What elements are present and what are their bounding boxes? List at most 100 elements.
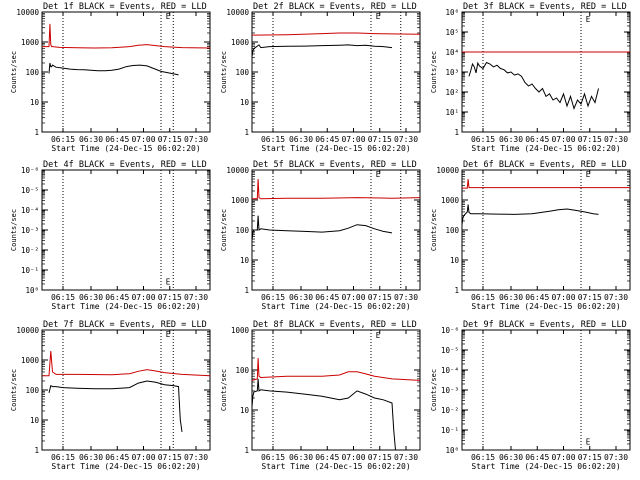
y-tick-label: 1000 — [441, 196, 460, 205]
y-axis-label: Counts/sec — [430, 209, 438, 251]
plot-frame — [41, 11, 211, 133]
x-tick-label: 06:30 — [289, 135, 313, 144]
panel-title: Det 7f BLACK = Events, RED = LLD — [43, 320, 207, 330]
x-tick-label: 06:45 — [525, 293, 549, 302]
y-tick-label: 1000 — [21, 38, 40, 47]
y-tick-label: 10 — [240, 98, 250, 107]
y-tick-label: 10⁰ — [25, 286, 39, 295]
x-tick-label: 07:30 — [604, 293, 628, 302]
x-tick-label: 07:30 — [394, 135, 418, 144]
e-marker: E — [166, 277, 171, 286]
x-tick-label: 06:45 — [525, 135, 549, 144]
x-tick-label: 06:15 — [51, 135, 75, 144]
x-tick-label: 07:00 — [131, 293, 155, 302]
y-tick-label: 100 — [25, 68, 39, 77]
detector-panel-7: Det 7f BLACK = Events, RED = LLD Counts/s… — [10, 320, 211, 471]
x-tick-label: 07:15 — [158, 453, 182, 462]
e-marker: E — [586, 15, 591, 24]
plot-frame — [41, 169, 211, 291]
x-axis-label: Start Time (24-Dec-15 06:02:20) — [261, 144, 410, 153]
x-tick-label: 06:15 — [51, 293, 75, 302]
series-line-events — [461, 204, 599, 225]
x-tick-label: 07:15 — [578, 135, 602, 144]
e-marker: E — [376, 331, 381, 340]
x-tick-label: 07:15 — [368, 293, 392, 302]
y-tick-label: 100 — [445, 226, 459, 235]
series-line-events — [48, 62, 179, 76]
x-axis-label: Start Time (24-Dec-15 06:02:20) — [51, 462, 200, 471]
y-axis-label: Counts/sec — [220, 51, 228, 93]
detector-panel-4: Det 4f BLACK = Events, RED = LLD Counts/s… — [10, 160, 211, 311]
series-line-events — [251, 378, 396, 451]
x-tick-label: 06:45 — [105, 293, 129, 302]
series-line-lld — [42, 23, 211, 49]
panel-title: Det 5f BLACK = Events, RED = LLD — [253, 160, 417, 170]
plot-frame — [461, 11, 631, 133]
y-tick-label: 1 — [244, 286, 249, 295]
y-tick-label: 1000 — [231, 38, 250, 47]
y-axis-label: Counts/sec — [220, 209, 228, 251]
y-tick-label: 10⁻² — [21, 246, 39, 255]
y-tick-label: 10¹ — [445, 108, 459, 117]
series-line-lld — [251, 357, 421, 381]
y-tick-label: 10000 — [16, 8, 39, 17]
y-tick-label: 10 — [450, 256, 460, 265]
x-tick-label: 07:00 — [341, 293, 365, 302]
plot-frame — [251, 11, 421, 133]
y-tick-label: 10² — [445, 88, 459, 97]
series-line-events — [468, 61, 599, 111]
detector-panel-9: Det 9f BLACK = Events, RED = LLD Counts/s… — [430, 320, 631, 471]
y-axis-label: Counts/sec — [430, 369, 438, 411]
y-tick-label: 10000 — [226, 166, 249, 175]
panel-title: Det 6f BLACK = Events, RED = LLD — [463, 160, 627, 170]
y-tick-label: 10⁻² — [441, 406, 459, 415]
y-tick-label: 1000 — [231, 196, 250, 205]
x-tick-label: 06:45 — [105, 135, 129, 144]
x-axis-label: Start Time (24-Dec-15 06:02:20) — [471, 462, 620, 471]
x-tick-label: 07:00 — [341, 135, 365, 144]
x-tick-label: 06:45 — [315, 135, 339, 144]
y-tick-label: 1 — [34, 446, 39, 455]
detector-panel-3: Det 3f BLACK = Events, RED = LLD Counts/s… — [430, 2, 631, 153]
x-tick-label: 07:15 — [368, 135, 392, 144]
x-tick-label: 07:15 — [368, 453, 392, 462]
x-tick-label: 07:30 — [394, 293, 418, 302]
y-tick-label: 10⁻⁴ — [21, 206, 39, 215]
e-marker: E — [166, 12, 171, 21]
series-line-lld — [251, 32, 421, 36]
detector-panel-6: Det 6f BLACK = Events, RED = LLD Counts/s… — [430, 160, 631, 311]
y-tick-label: 10 — [30, 98, 40, 107]
series-line-lld — [252, 178, 421, 200]
x-tick-label: 07:15 — [578, 453, 602, 462]
panel-title: Det 3f BLACK = Events, RED = LLD — [463, 2, 627, 12]
panel-title: Det 8f BLACK = Events, RED = LLD — [253, 320, 417, 330]
panel-title: Det 2f BLACK = Events, RED = LLD — [253, 2, 417, 12]
y-tick-label: 10⁻⁵ — [441, 346, 459, 355]
x-tick-label: 06:15 — [471, 453, 495, 462]
y-tick-label: 1 — [244, 128, 249, 137]
y-tick-label: 1000 — [231, 326, 250, 335]
x-tick-label: 06:15 — [261, 135, 285, 144]
y-tick-label: 10 — [240, 406, 250, 415]
e-marker: E — [376, 12, 381, 21]
y-tick-label: 10⁻¹ — [21, 266, 39, 275]
detector-panel-2: Det 2f BLACK = Events, RED = LLD Counts/s… — [220, 2, 421, 153]
panel-title: Det 9f BLACK = Events, RED = LLD — [463, 320, 627, 330]
x-tick-label: 06:30 — [289, 293, 313, 302]
plot-frame — [251, 329, 421, 451]
y-tick-label: 10⁰ — [445, 446, 459, 455]
y-tick-label: 100 — [235, 366, 249, 375]
y-tick-label: 10⁻⁴ — [441, 366, 459, 375]
series-line-events — [251, 215, 393, 241]
x-tick-label: 07:00 — [131, 453, 155, 462]
y-tick-label: 10⁻⁶ — [441, 326, 459, 335]
y-tick-label: 10⁻⁶ — [21, 166, 39, 175]
detector-panel-8: Det 8f BLACK = Events, RED = LLD Counts/s… — [220, 320, 421, 471]
x-tick-label: 06:30 — [499, 293, 523, 302]
detector-panel-1: Det 1f BLACK = Events, RED = LLD Counts/s… — [10, 2, 211, 153]
series-line-events — [48, 380, 183, 432]
y-tick-label: 10000 — [226, 8, 249, 17]
x-tick-label: 06:30 — [499, 453, 523, 462]
detector-panel-5: Det 5f BLACK = Events, RED = LLD Counts/s… — [220, 160, 421, 311]
y-tick-label: 10⁻³ — [21, 226, 39, 235]
